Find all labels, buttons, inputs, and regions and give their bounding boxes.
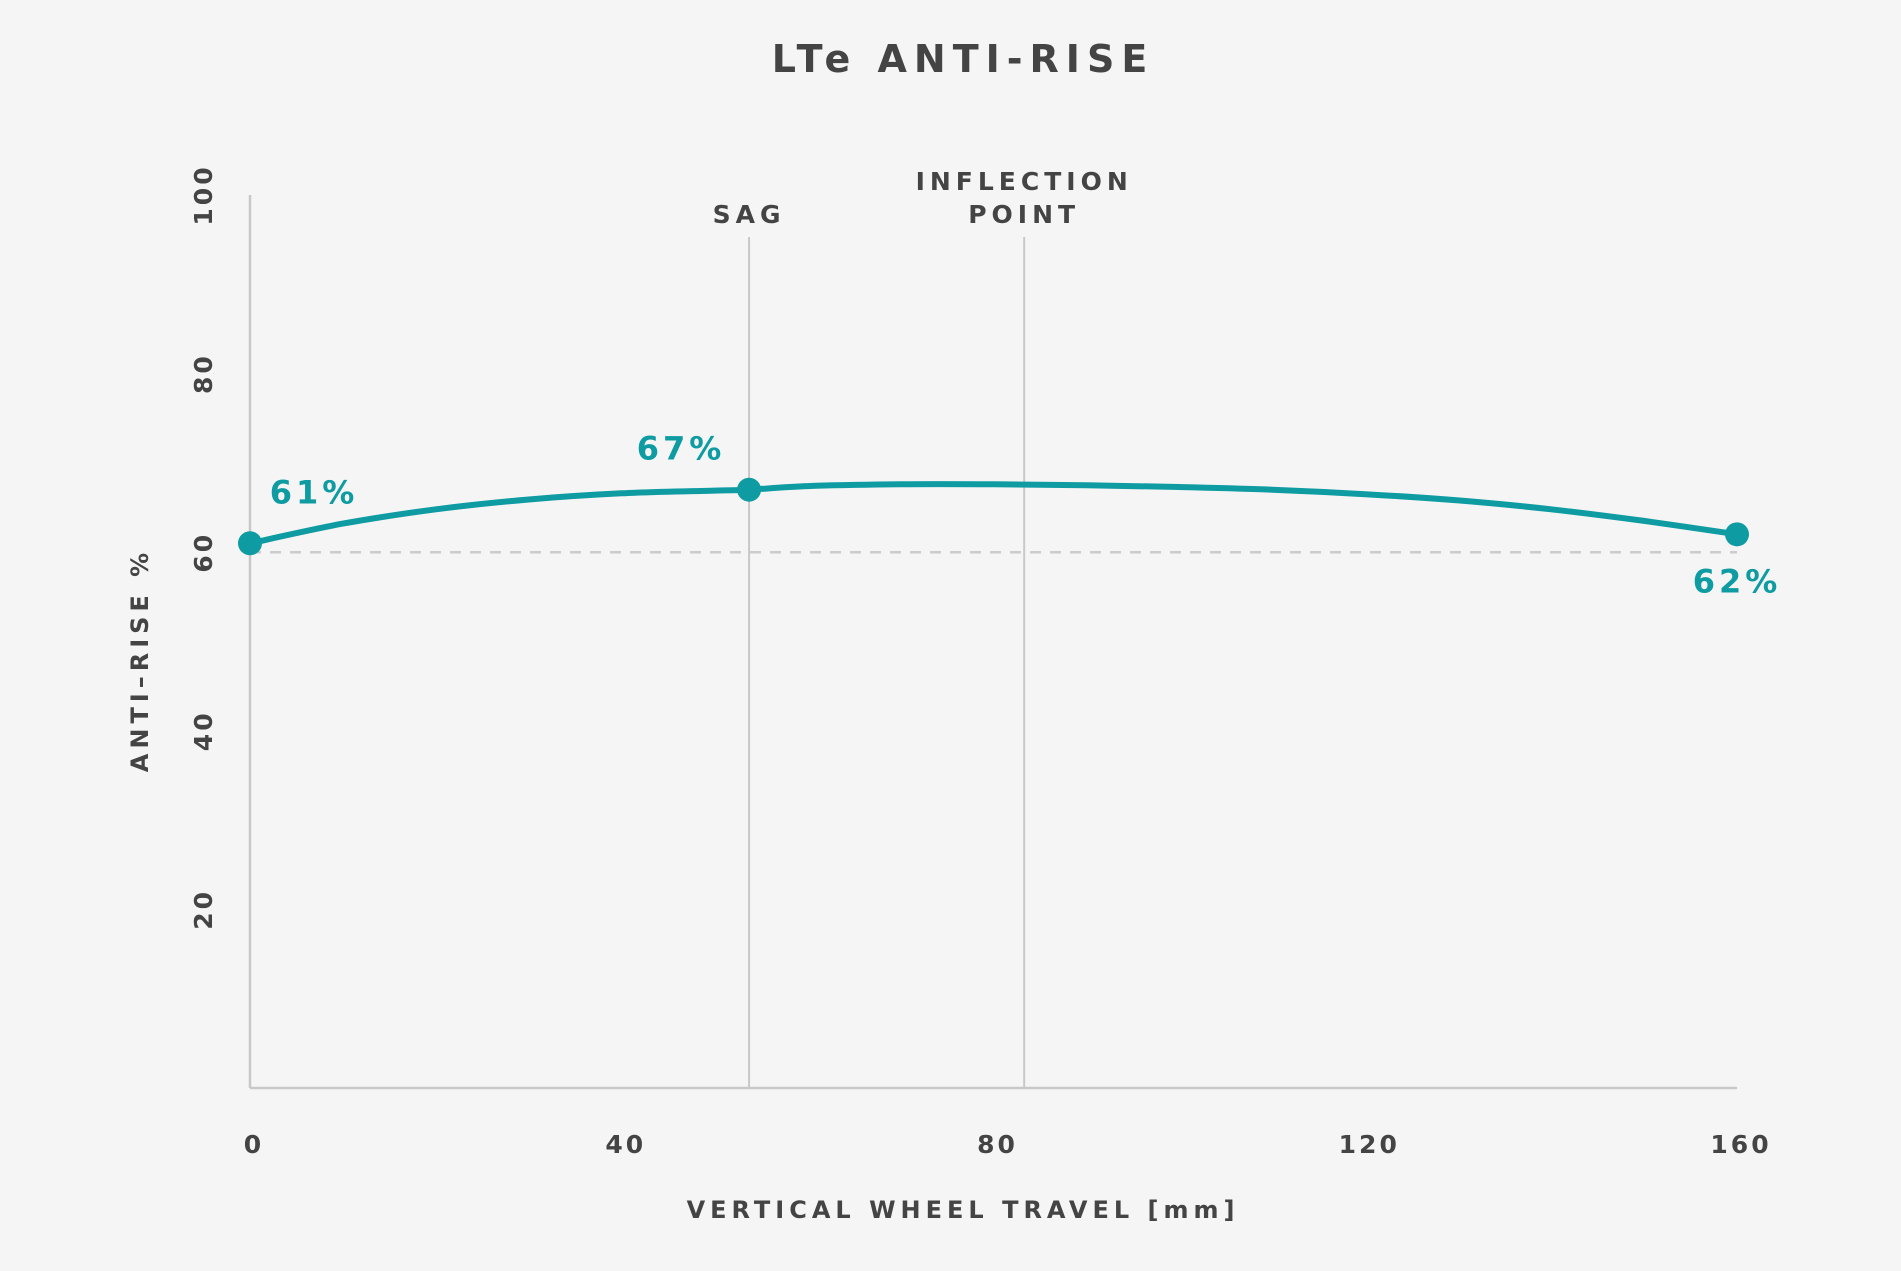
x-tick-label-4: 160 (1710, 1130, 1771, 1159)
chart-title: LTe ANTI-RISE (772, 37, 1155, 81)
labels-layer: 61% 67% 62% (238, 430, 1782, 600)
x-tick-label-3: 120 (1339, 1130, 1400, 1159)
vertical-markers: SAG INFLECTION POINT (713, 167, 1133, 1088)
series-line-0 (247, 481, 1740, 547)
marker-label-1-1: POINT (968, 200, 1080, 229)
data-label-1: 67% (637, 430, 726, 468)
y-tick-label-2: 60 (189, 532, 218, 573)
data-label-0: 61% (270, 473, 359, 511)
y-tick-label-1: 40 (189, 710, 218, 751)
x-axis-label: VERTICAL WHEEL TRAVEL [mm] (687, 1196, 1240, 1224)
data-point-0 (238, 531, 262, 556)
y-tick-label-0: 20 (189, 889, 218, 930)
x-tick-label-2: 80 (977, 1130, 1018, 1159)
y-axis-label: ANTI–RISE % (126, 548, 154, 772)
marker-label-0-0: SAG (713, 200, 786, 229)
data-point-1 (737, 477, 762, 502)
data-label-2: 62% (1693, 562, 1782, 600)
axes: 0 40 80 120 160 20 40 60 80 100 VERTICAL WHEEL TRA… (126, 164, 1771, 1224)
x-tick-label-1: 40 (605, 1130, 646, 1159)
marker-label-1-0: INFLECTION (916, 167, 1133, 196)
data-point-2 (1725, 522, 1749, 547)
series-layer (247, 481, 1740, 554)
y-tick-label-3: 80 (189, 353, 218, 394)
x-tick-label-0: 0 (244, 1130, 264, 1159)
y-tick-label-4: 100 (189, 164, 218, 225)
